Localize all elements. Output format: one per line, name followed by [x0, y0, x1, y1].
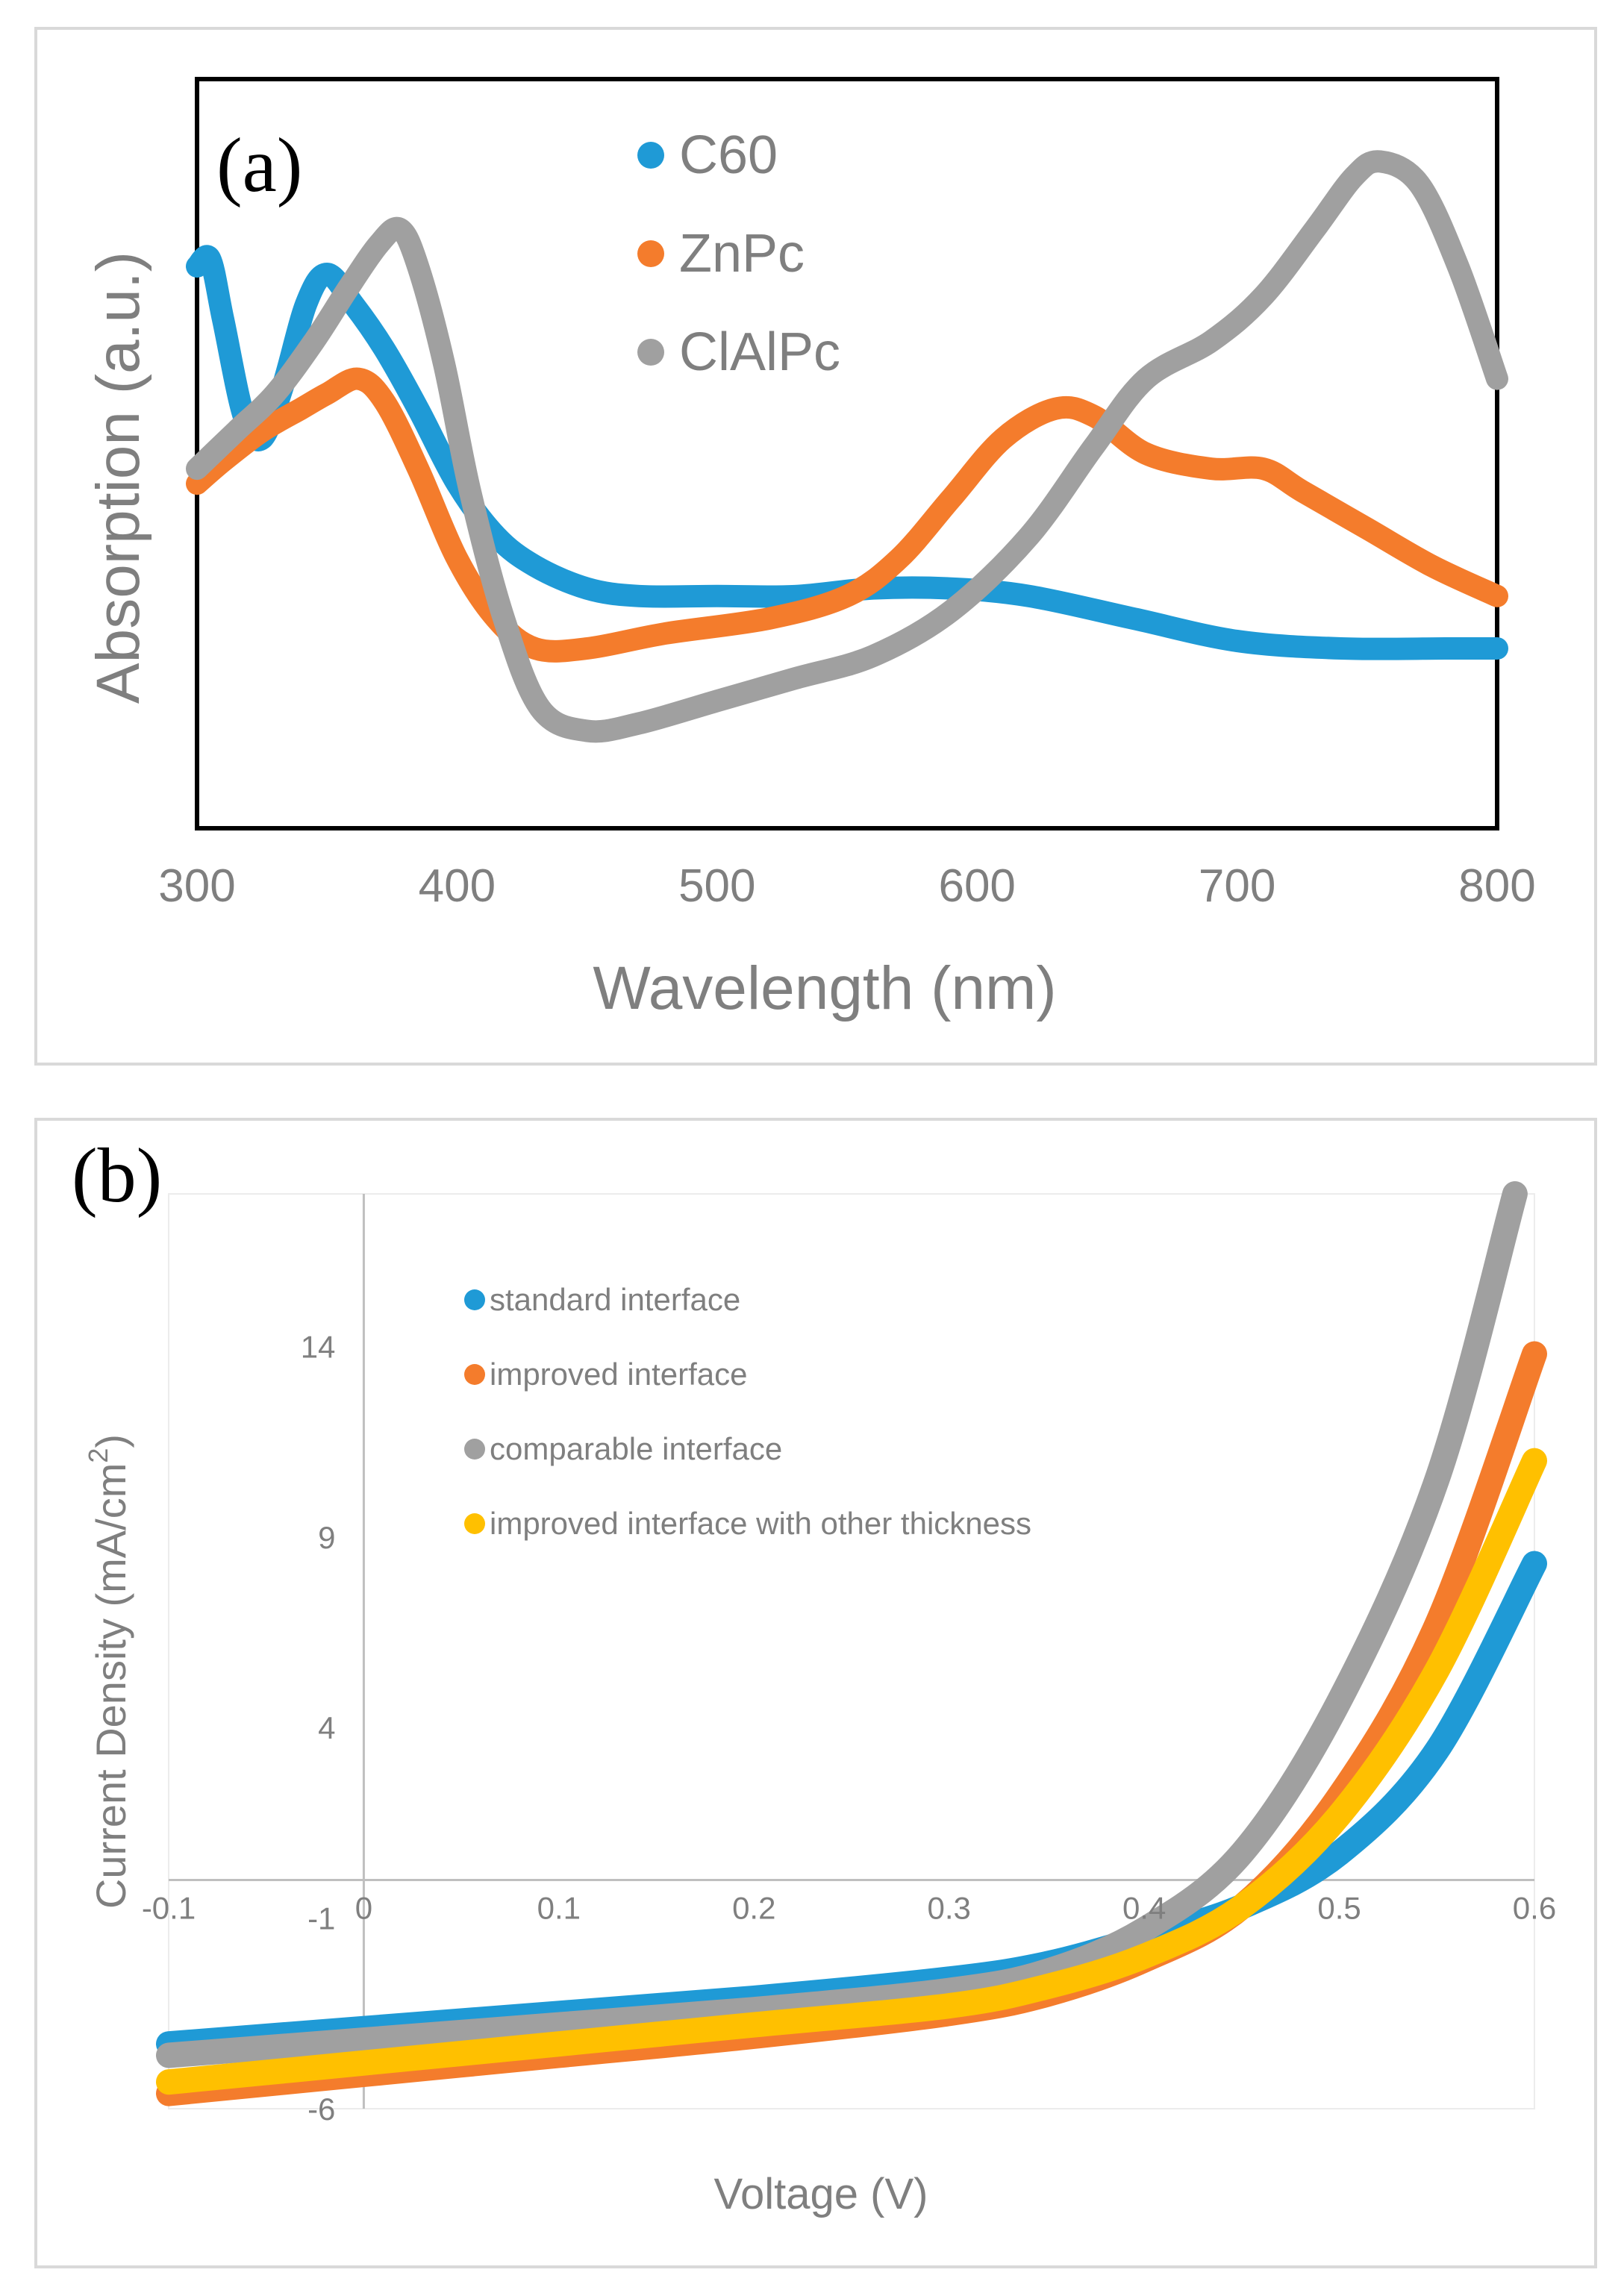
legend-label-comparable-interface: comparable interface	[490, 1431, 782, 1466]
panel-a-x-ticks: 300 400 500 600 700 800	[158, 860, 1535, 912]
panel-b-label: (b)	[72, 1133, 162, 1219]
x-tick-label: -0.1	[142, 1891, 196, 1926]
panel-b-y-ticks: -6 -1 4 9 14	[301, 1329, 336, 2127]
legend-marker-improved-interface-with-other-thickness	[464, 1513, 485, 1534]
legend-marker-znpc	[637, 240, 664, 267]
x-tick-label: 0.4	[1122, 1891, 1166, 1926]
panel-b-plot-area	[168, 1193, 1535, 2109]
x-tick-label: 0.3	[928, 1891, 971, 1926]
legend-marker-clalpc	[637, 339, 664, 366]
x-tick-label: 0	[355, 1891, 372, 1926]
series-line-clalpc	[186, 150, 1508, 743]
legend-label-standard-interface: standard interface	[490, 1282, 740, 1317]
panel-b-y-axis-title-superscript: 2	[83, 1448, 113, 1463]
panel-a: 300 400 500 600 700 800 (a) Wavelength (nm) A…	[34, 27, 1597, 1066]
panel-a-x-axis-title: Wavelength (nm)	[593, 954, 1056, 1022]
panel-b-legend: standard interface improved interface comp…	[464, 1282, 1031, 1541]
y-tick-label: -1	[307, 1901, 335, 1936]
x-tick-label: 400	[419, 860, 496, 912]
x-tick-label: 600	[938, 860, 1015, 912]
x-tick-label: 0.2	[732, 1891, 775, 1926]
panel-b-x-axis-title: Voltage (V)	[714, 2170, 928, 2218]
panel-a-curves	[186, 150, 1508, 743]
series-line-improved-interface-with-other-thickness	[156, 1448, 1547, 2095]
series-line-comparable-interface	[156, 1181, 1528, 2068]
y-tick-label: -6	[307, 2092, 335, 2127]
series-line-znpc	[186, 367, 1508, 663]
x-tick-label: 500	[678, 860, 755, 912]
panel-b-y-axis-title-main: Current Density (mA/cm	[87, 1463, 134, 1909]
x-tick-label: 0.6	[1513, 1891, 1556, 1926]
y-tick-label: 4	[318, 1710, 335, 1745]
panel-b-x-ticks: -0.1 0 0.1 0.2 0.3 0.4 0.5 0.6	[142, 1891, 1556, 1926]
panel-b-y-axis-title-suffix: )	[87, 1434, 134, 1448]
x-tick-label: 700	[1199, 860, 1275, 912]
legend-label-improved-interface-with-other-thickness: improved interface with other thickness	[490, 1506, 1031, 1541]
x-tick-label: 0.1	[537, 1891, 581, 1926]
panel-b-curves	[156, 1181, 1547, 2106]
legend-marker-c60	[637, 142, 664, 169]
legend-marker-comparable-interface	[464, 1439, 485, 1460]
y-tick-label: 14	[301, 1329, 336, 1364]
y-tick-label: 9	[318, 1520, 335, 1555]
panel-a-label: (a)	[216, 122, 302, 208]
legend-marker-improved-interface	[464, 1364, 485, 1385]
panel-b-y-axis-title: Current Density (mA/cm2)	[83, 1434, 134, 1909]
panel-a-y-axis-title: Absorption (a.u.)	[84, 251, 152, 704]
legend-label-improved-interface: improved interface	[490, 1357, 748, 1392]
panel-a-legend: C60 ZnPc ClAlPc	[637, 125, 840, 382]
legend-label-clalpc: ClAlPc	[679, 322, 840, 382]
x-tick-label: 300	[158, 860, 235, 912]
panel-b: -0.1 0 0.1 0.2 0.3 0.4 0.5 0.6 -6 -1 4 9 14 (b) Vol…	[34, 1118, 1597, 2268]
x-tick-label: 800	[1458, 860, 1535, 912]
legend-label-c60: C60	[679, 125, 778, 185]
legend-label-znpc: ZnPc	[679, 224, 805, 284]
x-tick-label: 0.5	[1317, 1891, 1361, 1926]
legend-marker-standard-interface	[464, 1289, 485, 1310]
